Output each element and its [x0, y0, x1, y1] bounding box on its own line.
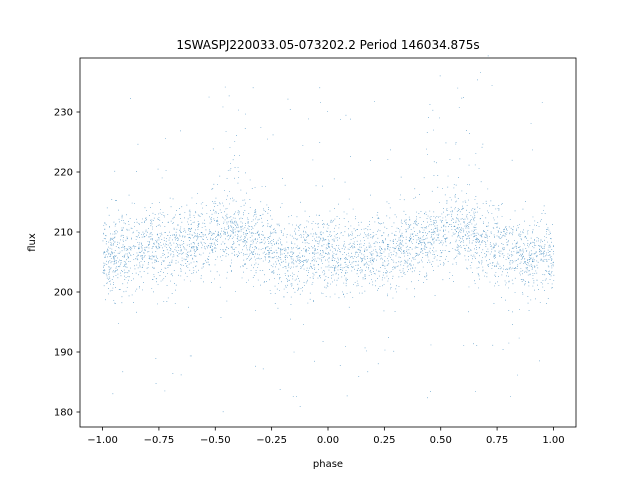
x-tick-label: 0.00: [317, 435, 339, 446]
x-tick-label: −0.50: [200, 435, 231, 446]
x-tick-label: −0.25: [256, 435, 287, 446]
y-tick-label: 200: [54, 288, 73, 299]
y-axis-label: flux: [27, 233, 38, 252]
x-axis-ticks: −1.00 −0.75 −0.50 −0.25 0.00 0.25 0.50 0.75 1.00: [87, 427, 565, 446]
y-tick-label: 210: [54, 228, 73, 239]
y-tick-label: 220: [54, 168, 73, 179]
y-tick-label: 180: [54, 408, 73, 419]
x-tick-label: 0.75: [486, 435, 508, 446]
x-axis-label: phase: [313, 459, 343, 470]
x-tick-label: 0.25: [373, 435, 395, 446]
y-tick-label: 190: [54, 348, 73, 359]
chart-title: 1SWASPJ220033.05-073202.2 Period 146034.…: [176, 38, 479, 52]
x-tick-label: −1.00: [87, 435, 118, 446]
y-axis-ticks: 180 190 200 210 220 230: [54, 108, 80, 419]
x-tick-label: 0.50: [430, 435, 452, 446]
x-tick-label: −0.75: [144, 435, 175, 446]
x-tick-label: 1.00: [542, 435, 564, 446]
y-tick-label: 230: [54, 108, 73, 119]
